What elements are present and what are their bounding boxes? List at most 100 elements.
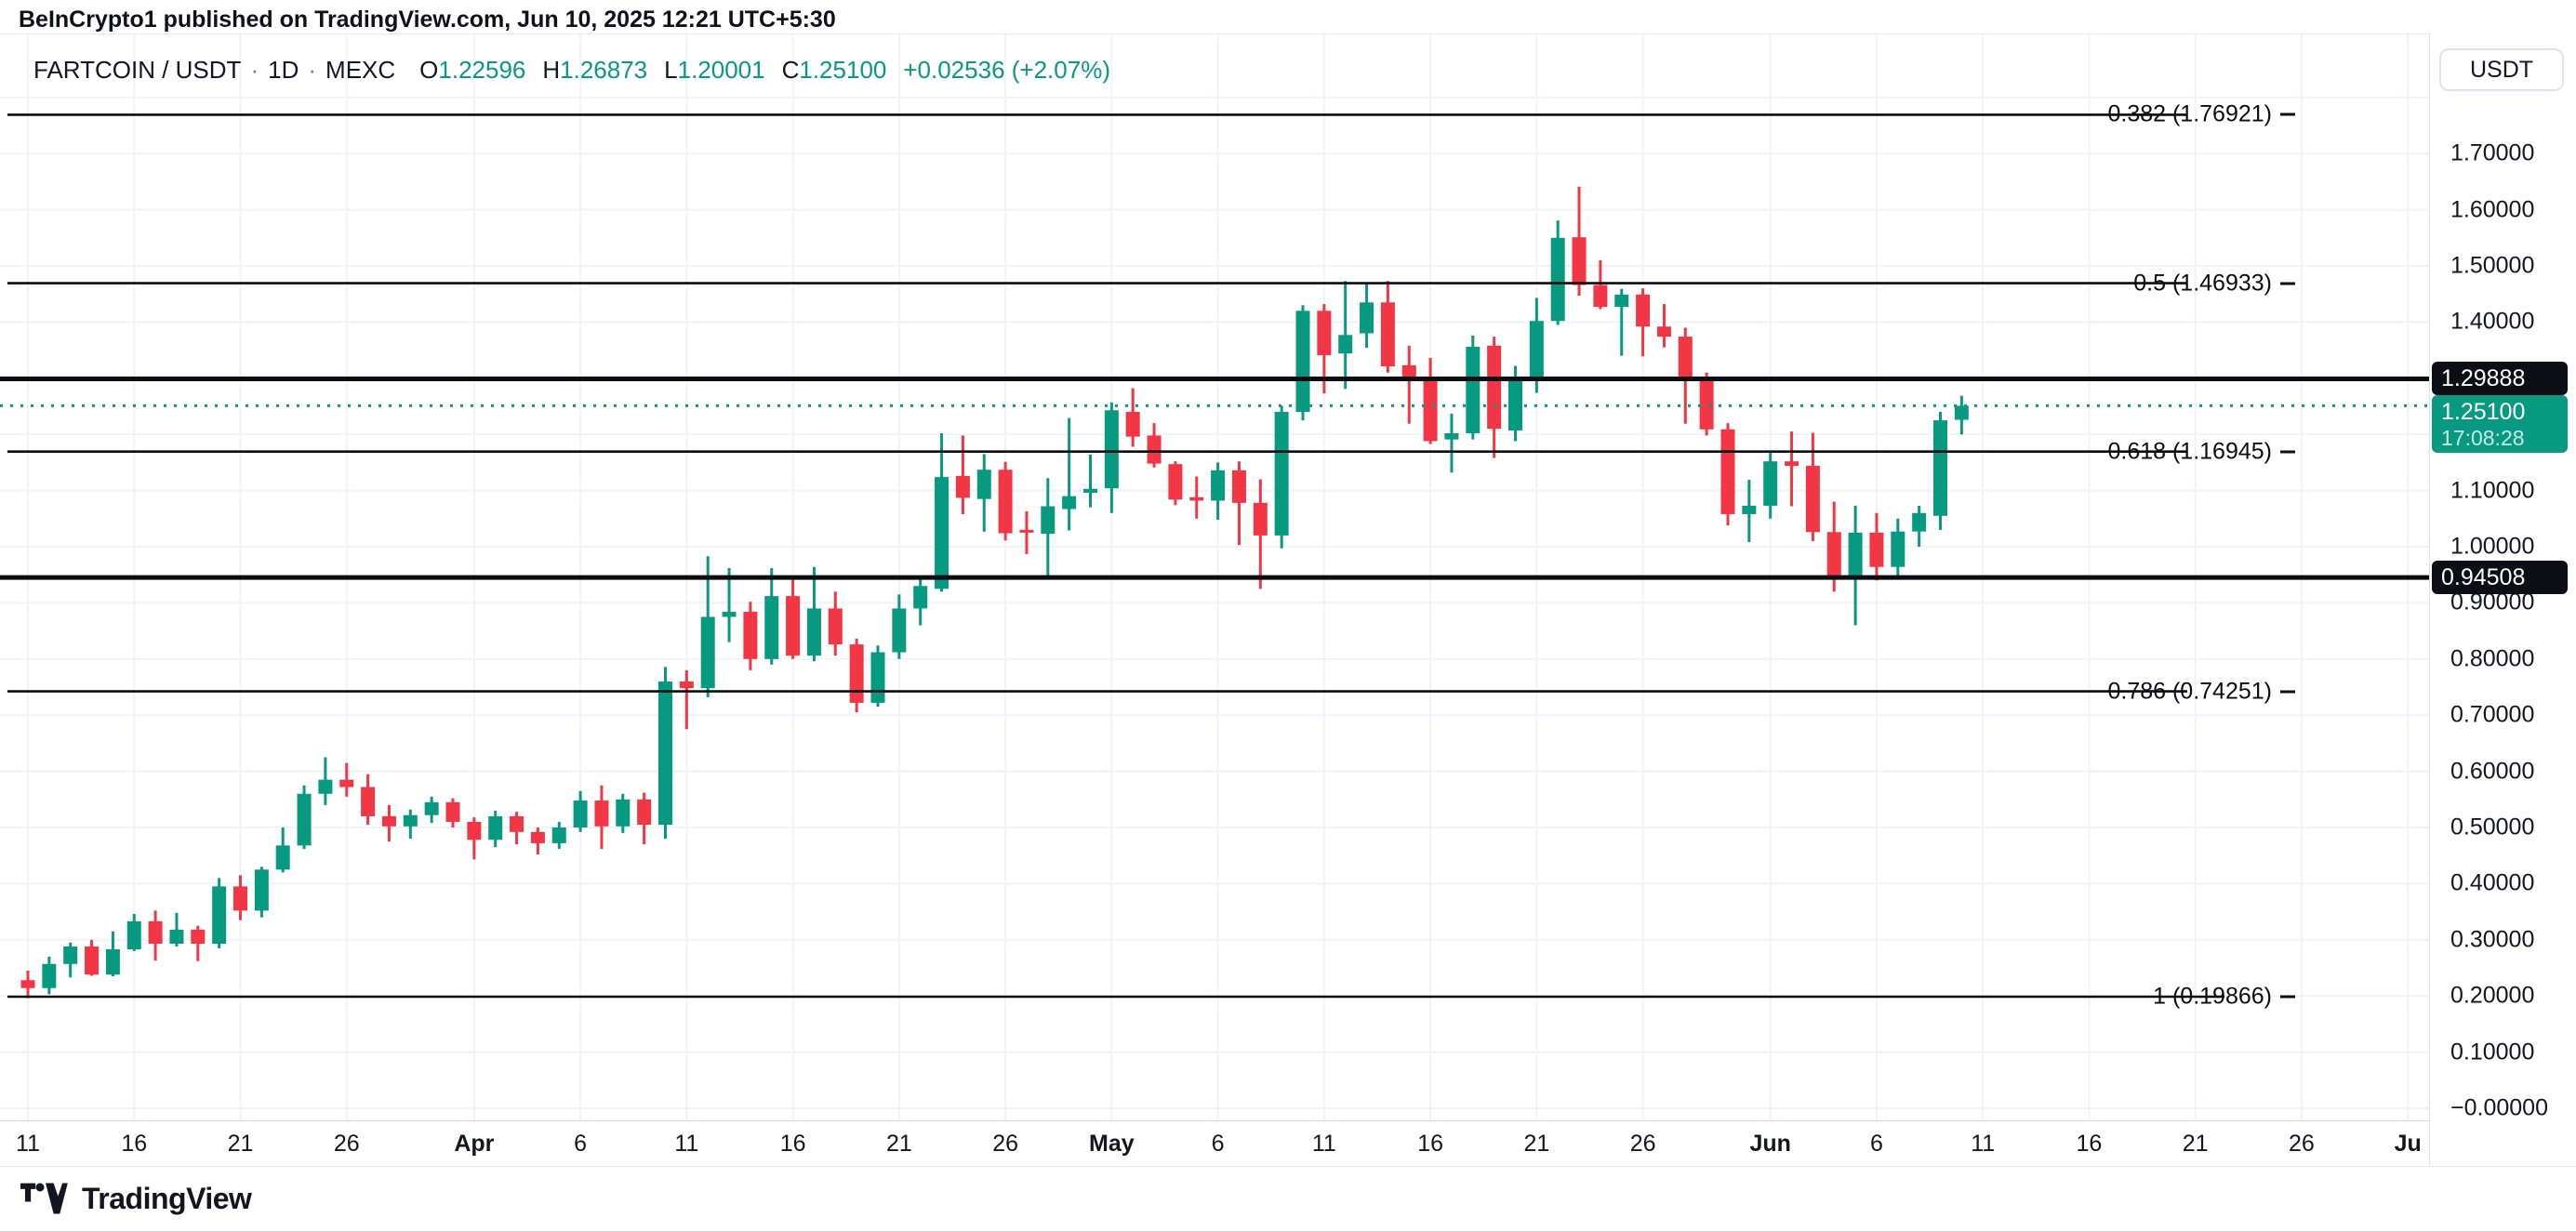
candle-body [1891, 531, 1905, 567]
time-scale[interactable]: 11 16 21 26 Apr 6 11 16 21 26 May 6 11 16 21 26 Jun 6 11 16… [0, 1120, 2576, 1167]
candle [1189, 476, 1204, 519]
fib-level-label: 0.382 (1.76921) [2107, 101, 2295, 128]
price-axis-label: 0.50000 [2450, 814, 2535, 841]
candle [594, 785, 609, 849]
candle-body [318, 779, 333, 794]
candle-body [445, 801, 460, 822]
candle [297, 785, 312, 849]
candle-body [233, 886, 247, 911]
candle [1912, 505, 1927, 547]
last-price-badge: 1.25100 17:08:28 [2432, 395, 2568, 454]
candle [1274, 405, 1289, 549]
candle [1338, 281, 1353, 390]
candle-body [381, 815, 396, 827]
candlestick-chart[interactable] [0, 0, 2429, 1120]
candle-body [1636, 294, 1651, 327]
candle-body [1168, 464, 1183, 500]
candle [1742, 480, 1757, 543]
price-scale[interactable]: USDT 1.70000 1.60000 1.50000 1.40000 1.10000… [2429, 33, 2576, 1165]
candle-body [339, 779, 354, 788]
candle [467, 817, 482, 860]
candle-body [1317, 311, 1332, 356]
candle [63, 942, 78, 978]
ohlc-readout: O1.22596 H1.26873 L1.20001 C1.25100 +0.02536… [419, 56, 1110, 84]
candle-body [658, 681, 672, 825]
candle-body [1954, 405, 1969, 420]
price-axis-label: 0.40000 [2450, 869, 2535, 896]
candle-body [1614, 294, 1629, 308]
price-axis-label: 1.10000 [2450, 477, 2535, 504]
separator-dot: · [308, 56, 317, 84]
candle-body [764, 596, 779, 659]
candle-body [191, 929, 206, 945]
fib-level-label: 0.618 (1.16945) [2107, 438, 2295, 465]
candle [1763, 450, 1778, 519]
time-axis-label: Apr [454, 1131, 495, 1157]
candle-body [828, 608, 843, 645]
fib-label-tick-dash [2280, 113, 2295, 116]
candle-body [212, 886, 227, 945]
candle [764, 567, 779, 665]
candle-body [700, 616, 715, 689]
candle [1147, 423, 1162, 468]
candle-body [254, 869, 269, 911]
time-axis-label: 11 [1311, 1131, 1336, 1157]
fib-label-tick-dash [2280, 690, 2295, 694]
fib-level-text: 0.786 (0.74251) [2107, 678, 2272, 705]
time-axis-label: Ju [2394, 1131, 2422, 1157]
fib-label-tick-dash [2280, 282, 2295, 285]
candle [1678, 327, 1693, 424]
price-axis-label: 1.40000 [2450, 308, 2535, 335]
interval-label[interactable]: 1D [268, 56, 299, 84]
candle-body [85, 946, 100, 975]
currency-toggle-button[interactable]: USDT [2439, 48, 2564, 91]
candle [530, 827, 545, 854]
candle [913, 577, 928, 626]
time-axis-label: Jun [1749, 1131, 1791, 1157]
candle-body [63, 946, 78, 964]
time-axis-label: 6 [574, 1131, 588, 1157]
candle [616, 793, 631, 834]
candle [1636, 288, 1651, 357]
candle-body [1933, 420, 1947, 516]
candle-body [467, 821, 482, 841]
price-axis-label: 0.10000 [2450, 1039, 2535, 1066]
candle-body [1656, 326, 1671, 338]
symbol-title[interactable]: FARTCOIN / USDT [33, 56, 242, 84]
candle [1805, 432, 1820, 541]
candle [1848, 505, 1863, 626]
time-axis-label: 11 [1971, 1131, 1996, 1157]
low-label: L [664, 56, 678, 84]
candle [551, 821, 566, 849]
candle-body [1360, 302, 1374, 334]
candle [1041, 478, 1056, 579]
candle-body [1572, 237, 1587, 285]
candle-body [530, 831, 545, 843]
candle-body [1912, 512, 1927, 532]
candle-body [998, 470, 1013, 534]
candle-body [573, 801, 588, 827]
candle [722, 567, 737, 642]
candle [849, 639, 864, 713]
candle-body [1593, 285, 1608, 308]
price-axis-label: 1.60000 [2450, 196, 2535, 223]
header-divider [0, 33, 2576, 34]
candle [1125, 388, 1140, 447]
tradingview-footer: TradingView [20, 1177, 252, 1220]
open-label: O [419, 56, 439, 84]
exchange-label[interactable]: MEXC [325, 56, 396, 84]
fib-level-text: 0.5 (1.46933) [2133, 270, 2272, 297]
time-axis-label: 21 [885, 1131, 912, 1157]
candle-body [1785, 461, 1799, 467]
candle-body [679, 681, 694, 689]
last-price-value: 1.25100 [2441, 399, 2526, 426]
candle [424, 796, 439, 824]
close-label: C [781, 56, 800, 84]
candle [1104, 402, 1119, 513]
candle [191, 925, 206, 961]
candle-body [1211, 470, 1226, 501]
fib-label-tick-dash [2280, 995, 2295, 999]
candle [20, 971, 35, 999]
time-axis-label: 21 [2182, 1131, 2209, 1157]
